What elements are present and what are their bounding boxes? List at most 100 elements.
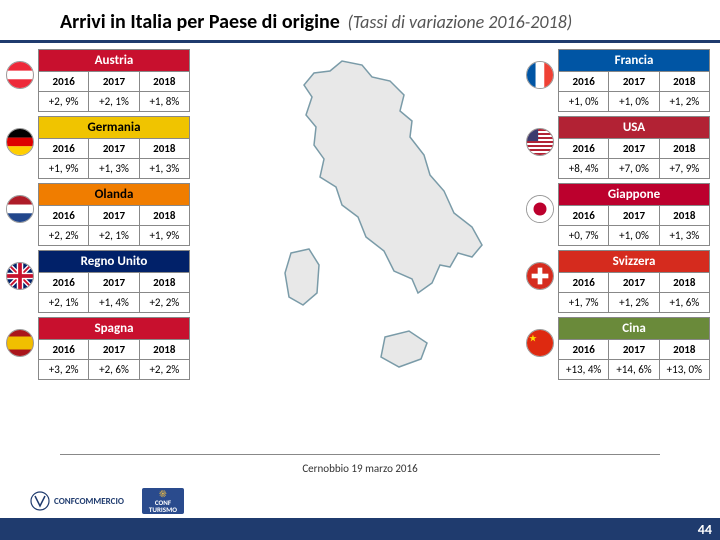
year-row: 201620172018: [38, 273, 190, 293]
footer-divider: [60, 454, 660, 455]
footer-text: Cernobbio 19 marzo 2016: [0, 462, 720, 475]
value-cell: +2, 1%: [89, 226, 139, 246]
year-cell: 2017: [609, 206, 659, 226]
logo2-line2: TURISMO: [149, 506, 177, 513]
value-cell: +13, 0%: [660, 360, 710, 380]
year-cell: 2018: [660, 72, 710, 92]
content: Austria201620172018+2, 9%+2, 1%+1, 8%Ger…: [0, 43, 720, 483]
year-row: 201620172018: [558, 206, 710, 226]
value-cell: +2, 9%: [39, 92, 89, 112]
value-row: +0, 7%+1, 0%+1, 3%: [558, 226, 710, 246]
year-cell: 2018: [140, 72, 190, 92]
value-cell: +1, 4%: [89, 293, 139, 313]
right-column: Francia201620172018+1, 0%+1, 0%+1, 2%USA…: [530, 49, 710, 384]
year-row: 201620172018: [38, 72, 190, 92]
value-cell: +2, 2%: [140, 293, 190, 313]
value-row: +2, 9%+2, 1%+1, 8%: [38, 92, 190, 112]
year-cell: 2017: [89, 72, 139, 92]
year-cell: 2017: [89, 206, 139, 226]
country-header: Regno Unito: [38, 250, 190, 273]
value-cell: +1, 3%: [140, 159, 190, 179]
value-cell: +3, 2%: [39, 360, 89, 380]
header: Arrivi in Italia per Paese di origine (T…: [0, 0, 720, 43]
country-block: Austria201620172018+2, 9%+2, 1%+1, 8%: [10, 49, 190, 112]
value-row: +1, 0%+1, 0%+1, 2%: [558, 92, 710, 112]
year-cell: 2018: [140, 273, 190, 293]
year-cell: 2016: [39, 72, 89, 92]
year-row: 201620172018: [38, 139, 190, 159]
year-cell: 2018: [660, 206, 710, 226]
year-cell: 2017: [89, 340, 139, 360]
page-number: 44: [698, 521, 712, 538]
logo-confcommercio-text: CONFCOMMERCIO: [54, 496, 124, 507]
year-cell: 2018: [660, 139, 710, 159]
value-cell: +1, 2%: [660, 92, 710, 112]
value-cell: +2, 1%: [89, 92, 139, 112]
country-block: USA201620172018+8, 4%+7, 0%+7, 9%: [530, 116, 710, 179]
value-cell: +2, 6%: [89, 360, 139, 380]
country-block: Germania201620172018+1, 9%+1, 3%+1, 3%: [10, 116, 190, 179]
value-row: +1, 7%+1, 2%+1, 6%: [558, 293, 710, 313]
country-header: Cina: [558, 317, 710, 340]
swiss-flag-icon: [526, 262, 554, 290]
value-row: +1, 9%+1, 3%+1, 3%: [38, 159, 190, 179]
usa-flag-icon: [526, 128, 554, 156]
france-flag-icon: [526, 61, 554, 89]
country-block: Francia201620172018+1, 0%+1, 0%+1, 2%: [530, 49, 710, 112]
year-cell: 2016: [559, 273, 609, 293]
footer: Cernobbio 19 marzo 2016 CONFCOMMERCIO ☀ …: [0, 486, 720, 540]
year-cell: 2016: [39, 206, 89, 226]
country-header: Spagna: [38, 317, 190, 340]
year-cell: 2018: [660, 340, 710, 360]
year-cell: 2018: [140, 206, 190, 226]
year-cell: 2016: [559, 72, 609, 92]
year-cell: 2016: [559, 340, 609, 360]
year-cell: 2017: [609, 139, 659, 159]
value-row: +2, 2%+2, 1%+1, 9%: [38, 226, 190, 246]
year-cell: 2017: [89, 139, 139, 159]
year-row: 201620172018: [558, 340, 710, 360]
year-cell: 2016: [559, 206, 609, 226]
value-cell: +1, 0%: [609, 92, 659, 112]
value-row: +13, 4%+14, 6%+13, 0%: [558, 360, 710, 380]
value-cell: +1, 0%: [559, 92, 609, 112]
country-header: Francia: [558, 49, 710, 72]
year-cell: 2017: [609, 273, 659, 293]
country-block: Regno Unito201620172018+2, 1%+1, 4%+2, 2…: [10, 250, 190, 313]
country-block: Giappone201620172018+0, 7%+1, 0%+1, 3%: [530, 183, 710, 246]
spain-flag-icon: [6, 329, 34, 357]
austria-flag-icon: [6, 61, 34, 89]
value-cell: +1, 6%: [660, 293, 710, 313]
logo-confturismo: ☀ CONF TURISMO: [142, 488, 184, 514]
country-header: Germania: [38, 116, 190, 139]
logos: CONFCOMMERCIO ☀ CONF TURISMO: [30, 488, 184, 514]
year-cell: 2016: [39, 273, 89, 293]
uk-flag-icon: [6, 262, 34, 290]
value-cell: +2, 1%: [39, 293, 89, 313]
year-cell: 2018: [660, 273, 710, 293]
value-cell: +7, 0%: [609, 159, 659, 179]
value-cell: +1, 0%: [609, 226, 659, 246]
left-column: Austria201620172018+2, 9%+2, 1%+1, 8%Ger…: [10, 49, 190, 384]
value-cell: +1, 2%: [609, 293, 659, 313]
value-row: +3, 2%+2, 6%+2, 2%: [38, 360, 190, 380]
year-cell: 2016: [559, 139, 609, 159]
year-row: 201620172018: [558, 72, 710, 92]
logo-confcommercio: CONFCOMMERCIO: [30, 491, 124, 511]
year-cell: 2016: [39, 340, 89, 360]
year-row: 201620172018: [38, 206, 190, 226]
year-cell: 2017: [609, 72, 659, 92]
country-header: Olanda: [38, 183, 190, 206]
country-header: Giappone: [558, 183, 710, 206]
country-header: Svizzera: [558, 250, 710, 273]
value-cell: +2, 2%: [140, 360, 190, 380]
value-cell: +7, 9%: [660, 159, 710, 179]
value-cell: +1, 7%: [559, 293, 609, 313]
italy-map: [235, 53, 485, 383]
year-cell: 2018: [140, 139, 190, 159]
china-flag-icon: [526, 329, 554, 357]
value-cell: +1, 3%: [89, 159, 139, 179]
year-row: 201620172018: [558, 139, 710, 159]
germany-flag-icon: [6, 128, 34, 156]
year-cell: 2018: [140, 340, 190, 360]
